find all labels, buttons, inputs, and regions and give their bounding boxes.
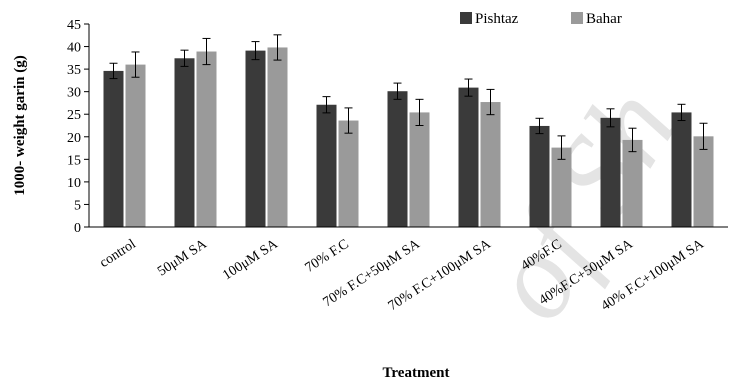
y-tick-label: 0 — [74, 221, 81, 236]
bar-bahar-8 — [693, 136, 714, 227]
bar-bahar-6 — [551, 147, 572, 227]
y-tick-label: 15 — [67, 153, 81, 168]
legend-swatch-pishtaz — [460, 12, 472, 24]
bar-bahar-7 — [622, 139, 643, 227]
bar-pishtaz-1 — [174, 58, 195, 228]
bar-bahar-5 — [480, 102, 501, 227]
x-tick-label: 50μM SA — [155, 236, 210, 279]
legend-label-pishtaz: Pishtaz — [475, 11, 519, 27]
bar-pishtaz-8 — [671, 112, 692, 227]
y-axis-ticks: 0 5 10 15 20 25 30 35 40 45 — [67, 18, 89, 236]
bar-pishtaz-6 — [529, 125, 550, 227]
y-tick-label: 45 — [67, 18, 81, 33]
bar-bahar-4 — [409, 112, 430, 227]
bar-bahar-0 — [125, 64, 146, 227]
bar-pishtaz-2 — [245, 50, 266, 227]
y-tick-label: 40 — [67, 41, 81, 56]
bar-bahar-1 — [196, 51, 217, 227]
x-axis-ticks: control 50μM SA 100μM SA 70% F.C70% F.C+50μ… — [97, 236, 707, 314]
bar-pishtaz-7 — [600, 117, 621, 227]
bar-pishtaz-3 — [316, 104, 337, 227]
legend-label-bahar: Bahar — [586, 11, 622, 27]
y-tick-label: 10 — [67, 176, 81, 191]
x-tick-label: 70% F.C — [303, 237, 352, 276]
bar-pishtaz-5 — [458, 87, 479, 228]
y-tick-label: 25 — [67, 108, 81, 123]
bar-pishtaz-4 — [387, 91, 408, 228]
bar-bahar-2 — [267, 47, 288, 227]
x-tick-label: control — [97, 237, 139, 271]
y-axis-title: 1000- weight garin (g) — [12, 55, 28, 195]
y-tick-label: 35 — [67, 63, 81, 78]
x-tick-label: 100μM SA — [220, 236, 281, 283]
legend-swatch-bahar — [571, 12, 583, 24]
x-axis-title: Treatment — [383, 365, 450, 381]
error-bars-group — [109, 34, 708, 160]
legend: Pishtaz Bahar — [460, 11, 622, 27]
y-tick-label: 20 — [67, 131, 81, 146]
bar-bahar-3 — [338, 120, 359, 227]
bar-pishtaz-0 — [103, 70, 124, 227]
y-tick-label: 30 — [67, 86, 81, 101]
bars-group — [103, 47, 714, 228]
y-tick-label: 5 — [74, 198, 81, 213]
